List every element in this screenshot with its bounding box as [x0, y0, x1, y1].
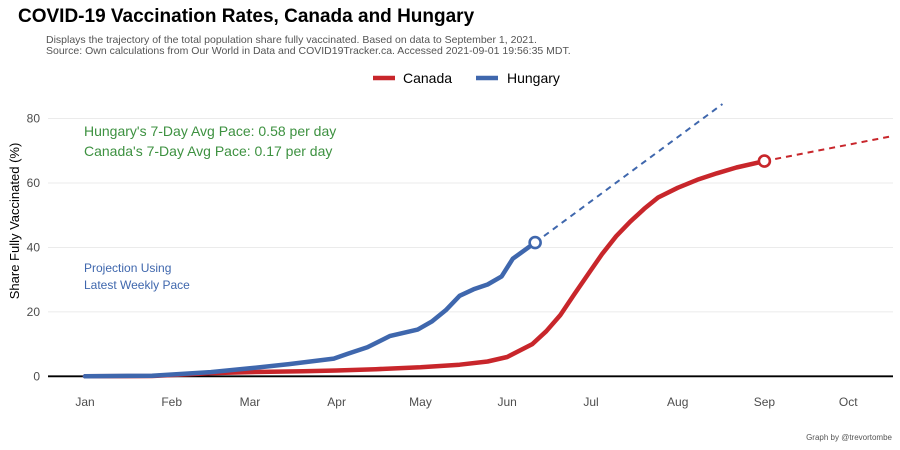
x-tick-label: Jul: [583, 395, 598, 409]
series-line-canada: [82, 158, 767, 379]
y-tick-label: 60: [27, 176, 41, 190]
legend-label-canada: Canada: [403, 70, 452, 86]
x-tick-label: Jun: [497, 395, 516, 409]
series-line-hungary: [82, 240, 538, 379]
y-tick-label: 20: [27, 305, 41, 319]
projection-line-hungary: [534, 103, 724, 244]
graph-credit: Graph by @trevortombe: [806, 433, 892, 442]
x-tick-label: Mar: [240, 395, 261, 409]
annotation-text: Projection Using: [84, 261, 171, 275]
projection-line-canada: [764, 134, 894, 163]
legend-label-hungary: Hungary: [507, 70, 560, 86]
annotation-text: Latest Weekly Pace: [84, 278, 190, 292]
x-tick-label: May: [409, 395, 432, 409]
x-tick-label: Jan: [75, 395, 94, 409]
chart-title: COVID-19 Vaccination Rates, Canada and H…: [18, 6, 475, 27]
y-tick-label: 80: [27, 112, 41, 126]
endpoint-marker-hungary: [528, 235, 542, 250]
x-tick-label: Aug: [667, 395, 688, 409]
subtitle-line: Displays the trajectory of the total pop…: [46, 34, 537, 46]
subtitle-line: Source: Own calculations from Our World …: [46, 45, 571, 57]
chart-subtitle: Displays the trajectory of the total pop…: [46, 35, 571, 57]
x-tick-label: Sep: [754, 395, 776, 409]
annotation-text: Hungary's 7-Day Avg Pace: 0.58 per day: [84, 123, 336, 139]
endpoint-marker-canada: [757, 154, 772, 168]
x-tick-label: Feb: [161, 395, 182, 409]
annotation-text: Canada's 7-Day Avg Pace: 0.17 per day: [84, 143, 332, 159]
y-axis-label: Share Fully Vaccinated (%): [7, 143, 22, 300]
y-tick-label: 40: [27, 240, 41, 254]
y-tick-label: 0: [33, 369, 40, 383]
x-tick-label: Oct: [839, 395, 858, 409]
x-tick-label: Apr: [327, 395, 346, 409]
